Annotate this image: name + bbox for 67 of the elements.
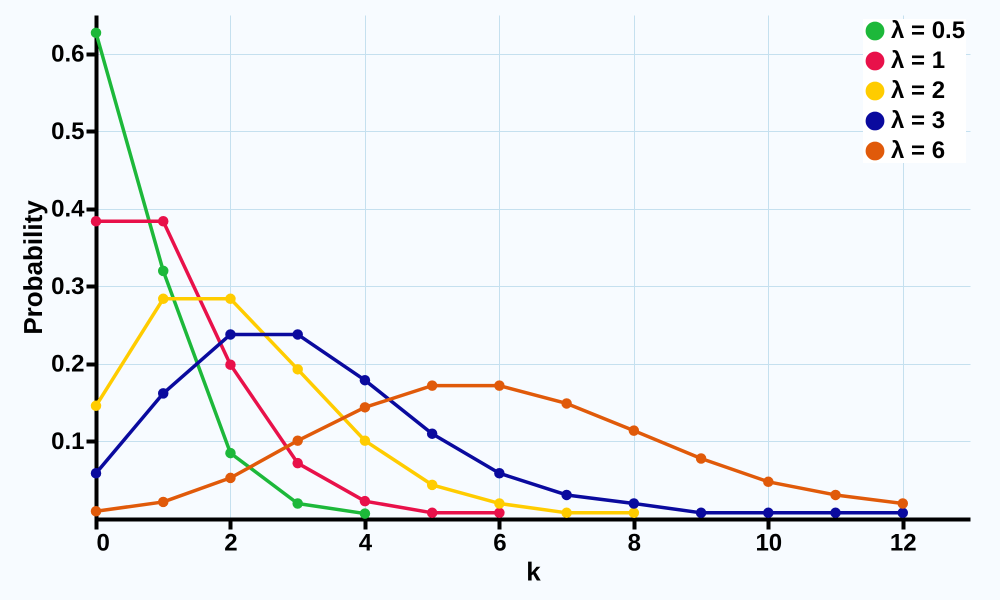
point bbox=[561, 508, 572, 518]
point bbox=[898, 508, 908, 518]
point bbox=[494, 498, 505, 509]
y-tick-label: 0.3 bbox=[51, 272, 84, 300]
x-tick-label: 10 bbox=[755, 530, 782, 556]
point bbox=[763, 508, 774, 518]
point bbox=[292, 458, 303, 468]
point bbox=[158, 216, 168, 226]
point bbox=[830, 508, 841, 518]
x-tick-label: 4 bbox=[358, 530, 373, 556]
y-tick-label: 0.1 bbox=[51, 428, 84, 455]
point bbox=[292, 364, 303, 375]
point bbox=[696, 453, 706, 464]
point bbox=[898, 498, 908, 509]
point bbox=[628, 508, 640, 518]
point bbox=[360, 435, 370, 446]
legend-label: λ = 1 bbox=[891, 47, 946, 74]
legend-label: λ = 6 bbox=[891, 137, 946, 164]
point bbox=[158, 266, 168, 276]
point bbox=[426, 508, 438, 518]
x-tick-label: 2 bbox=[224, 530, 238, 556]
y-axis-title: Probability bbox=[18, 200, 48, 335]
point bbox=[225, 294, 236, 304]
point bbox=[696, 508, 706, 518]
point bbox=[628, 498, 640, 509]
x-tick-label: 0 bbox=[96, 530, 110, 556]
point bbox=[494, 508, 505, 518]
x-axis-title: k bbox=[526, 556, 542, 586]
point bbox=[292, 498, 303, 509]
y-tick-label: 0.4 bbox=[51, 195, 86, 222]
point bbox=[360, 402, 370, 413]
x-tick-label: 8 bbox=[628, 530, 642, 556]
point bbox=[158, 294, 168, 304]
point bbox=[360, 374, 370, 386]
y-tick-label: 0.2 bbox=[51, 350, 84, 378]
point bbox=[158, 496, 168, 508]
legend-label: λ = 2 bbox=[891, 77, 946, 104]
y-tick-label: 0.6 bbox=[51, 40, 84, 68]
point bbox=[360, 508, 370, 519]
point bbox=[225, 472, 236, 484]
legend-label: λ = 0.5 bbox=[891, 17, 966, 44]
point bbox=[90, 216, 102, 226]
x-tick-label: 12 bbox=[890, 530, 917, 556]
point bbox=[90, 506, 102, 516]
x-tick-label: 6 bbox=[493, 530, 507, 556]
point bbox=[225, 359, 236, 370]
point bbox=[90, 28, 102, 38]
point bbox=[561, 398, 572, 409]
point bbox=[292, 329, 303, 340]
point bbox=[494, 380, 505, 391]
point bbox=[494, 468, 505, 478]
point bbox=[225, 448, 236, 458]
point bbox=[158, 388, 168, 399]
point bbox=[426, 428, 438, 439]
point bbox=[225, 329, 236, 340]
point bbox=[360, 496, 370, 506]
point bbox=[426, 480, 438, 490]
legend-label: λ = 3 bbox=[891, 107, 946, 134]
point bbox=[763, 476, 774, 488]
point bbox=[90, 400, 102, 412]
point bbox=[830, 490, 841, 500]
y-tick-label: 0.5 bbox=[51, 118, 84, 145]
point bbox=[628, 425, 640, 436]
point bbox=[292, 435, 303, 446]
point bbox=[90, 468, 102, 478]
point bbox=[561, 490, 572, 500]
point bbox=[426, 380, 438, 391]
